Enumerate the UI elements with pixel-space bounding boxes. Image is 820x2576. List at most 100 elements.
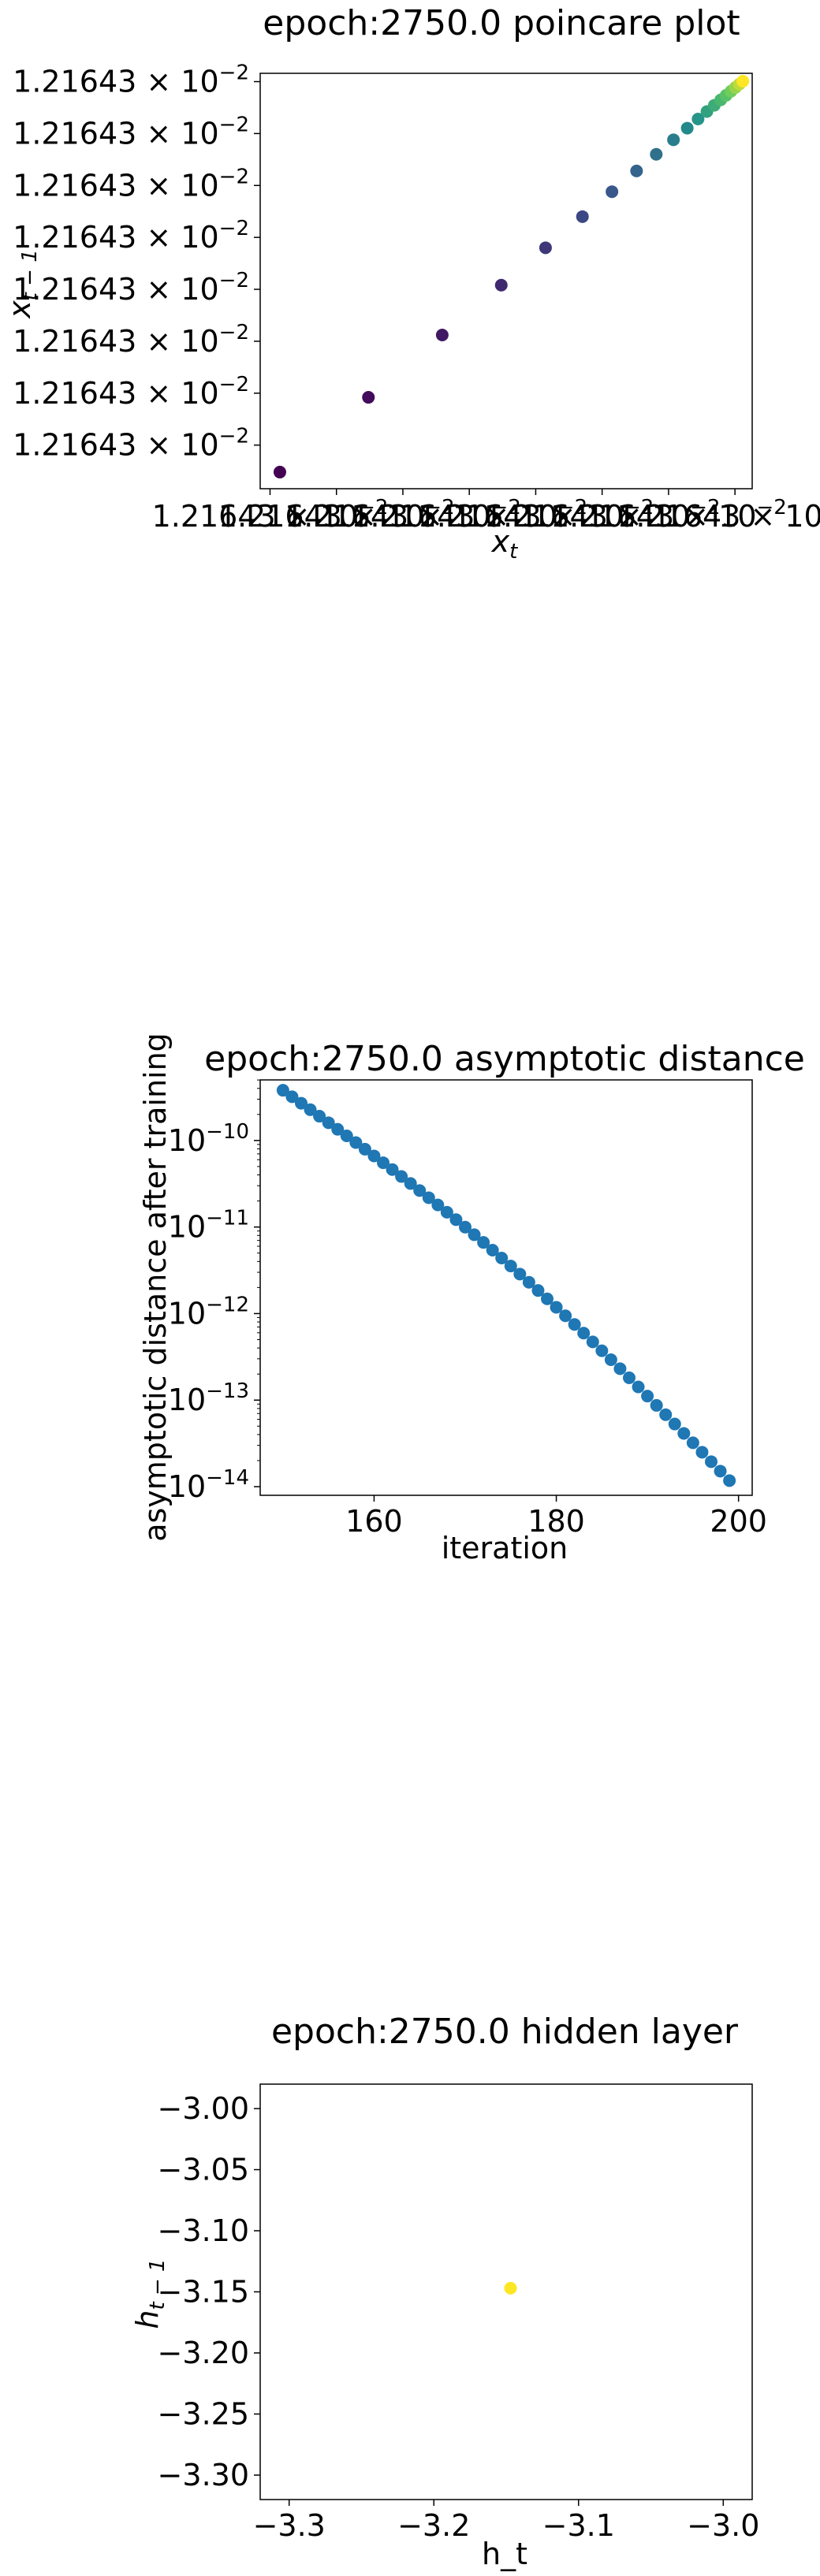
distance-point: [459, 1220, 472, 1234]
x-tick-label: 1.21643 × 10−2: [285, 496, 521, 534]
y-tick-label: 1.21643 × 10−2: [13, 61, 249, 99]
distance-point: [349, 1136, 363, 1149]
poincare-plot-frame: [259, 73, 753, 490]
hidden-layer-title: epoch:2750.0 hidden layer: [271, 2012, 739, 2052]
distance-point: [568, 1318, 581, 1331]
distance-point: [623, 1371, 636, 1384]
x-tick-label: 180: [527, 1504, 585, 1539]
y-tick-label: −3.15: [158, 2275, 249, 2310]
distance-point: [650, 1398, 663, 1412]
poincare-x-ticks: 1.21643 × 10−21.21643 × 10−21.21643 × 10…: [152, 489, 820, 534]
distance-point: [276, 1084, 289, 1097]
x-tick-label: 1.21643 × 10−2: [484, 496, 721, 534]
hidden-layer-point: [504, 2281, 517, 2295]
distance-point: [449, 1213, 463, 1227]
x-tick-label: 200: [710, 1504, 767, 1539]
distance-point: [531, 1284, 545, 1297]
distance-point: [668, 1417, 681, 1431]
x-tick-label: 1.21643 × 10−2: [617, 496, 820, 534]
distance-point: [559, 1309, 572, 1323]
x-tick-label: −3.1: [542, 2508, 615, 2543]
poincare-point: [539, 241, 552, 255]
distance-point: [422, 1191, 435, 1204]
distance-point: [431, 1198, 445, 1212]
poincare-point: [362, 391, 375, 404]
poincare-point: [630, 164, 643, 177]
asymptotic-y-label: asymptotic distance after training: [138, 1033, 173, 1542]
distance-point: [322, 1116, 335, 1130]
distance-point: [504, 1260, 517, 1273]
distance-point: [495, 1252, 509, 1265]
asymptotic-points: [276, 1084, 736, 1487]
y-tick-label: −3.20: [158, 2336, 249, 2370]
distance-point: [613, 1362, 627, 1375]
y-tick-label: 1.21643 × 10−2: [13, 425, 249, 463]
distance-point: [641, 1390, 654, 1403]
asymptotic-x-label: iteration: [442, 1531, 568, 1565]
poincare-title: epoch:2750.0 poincare plot: [263, 3, 740, 43]
poincare-point: [650, 147, 663, 161]
poincare-point: [435, 329, 449, 342]
hidden-layer-chart: epoch:2750.0 hidden layer −3.00 −3.05 −3.1…: [130, 2012, 759, 2571]
distance-point: [686, 1436, 699, 1450]
distance-point: [513, 1268, 527, 1281]
y-tick-label: −3.30: [158, 2458, 249, 2492]
poincare-point: [691, 112, 705, 125]
hidden-layer-y-ticks: −3.00 −3.05 −3.10 −3.15 −3.20 −3.25 −3.30: [158, 2091, 260, 2492]
y-tick-label: 10−10: [168, 1120, 249, 1158]
distance-point: [586, 1335, 599, 1349]
poincare-point: [680, 121, 694, 135]
distance-point: [604, 1353, 617, 1366]
y-tick-label: 1.21643 × 10−2: [13, 165, 249, 203]
poincare-point: [736, 75, 750, 88]
x-tick-label: 1.21643 × 10−2: [351, 496, 587, 534]
y-tick-label: 1.21643 × 10−2: [13, 321, 249, 359]
x-tick-label: 1.21643 × 10−2: [550, 496, 787, 534]
hidden-layer-x-label: h_t: [482, 2537, 527, 2571]
distance-point: [358, 1142, 371, 1156]
x-tick-label: −3.0: [687, 2508, 759, 2543]
x-tick-label: −3.3: [253, 2508, 326, 2543]
poincare-y-label: xt − 1: [2, 249, 42, 319]
hidden-layer-x-ticks: −3.3 −3.2 −3.1 −3.0: [253, 2500, 759, 2543]
distance-point: [705, 1455, 718, 1469]
distance-point: [367, 1149, 381, 1163]
distance-point: [404, 1177, 417, 1190]
distance-point: [677, 1427, 691, 1440]
distance-point: [331, 1122, 345, 1136]
poincare-point: [606, 185, 619, 199]
distance-point: [377, 1156, 390, 1170]
asymptotic-y-ticks: 10−10 10−11 10−12 10−13 10−14: [168, 1079, 260, 1504]
distance-point: [723, 1474, 736, 1487]
y-tick-label: −3.25: [158, 2397, 249, 2432]
x-tick-label: 160: [345, 1504, 403, 1539]
x-tick-label: 1.21643 × 10−2: [218, 496, 455, 534]
distance-point: [468, 1228, 481, 1241]
asymptotic-x-ticks: 160 180 200: [345, 1495, 767, 1539]
poincare-point: [667, 133, 680, 147]
x-tick-label: 1.21643 × 10−2: [418, 496, 654, 534]
y-tick-label: 1.21643 × 10−2: [13, 373, 249, 411]
poincare-point: [576, 210, 589, 223]
hidden-layer-y-label: ht − 1: [130, 2258, 170, 2328]
poincare-points: [273, 75, 750, 478]
asymptotic-chart: epoch:2750.0 asymptotic distance 10−1010…: [138, 1033, 805, 1565]
distance-point: [477, 1236, 490, 1249]
y-tick-label: 10−12: [168, 1293, 249, 1331]
y-tick-label: −3.05: [158, 2153, 249, 2187]
distance-point: [413, 1184, 427, 1197]
poincare-point: [494, 278, 508, 292]
distance-point: [595, 1344, 609, 1357]
y-tick-label: −3.10: [158, 2213, 249, 2248]
y-tick-label: 10−14: [168, 1466, 249, 1504]
distance-point: [285, 1090, 299, 1104]
distance-point: [304, 1103, 317, 1116]
distance-point: [486, 1244, 499, 1257]
poincare-chart: epoch:2750.0 poincare plot 1.21643 × 10−…: [2, 3, 820, 564]
distance-point: [395, 1170, 408, 1183]
distance-point: [522, 1275, 535, 1289]
poincare-point: [273, 465, 286, 478]
distance-point: [541, 1292, 554, 1305]
distance-point: [550, 1301, 563, 1314]
